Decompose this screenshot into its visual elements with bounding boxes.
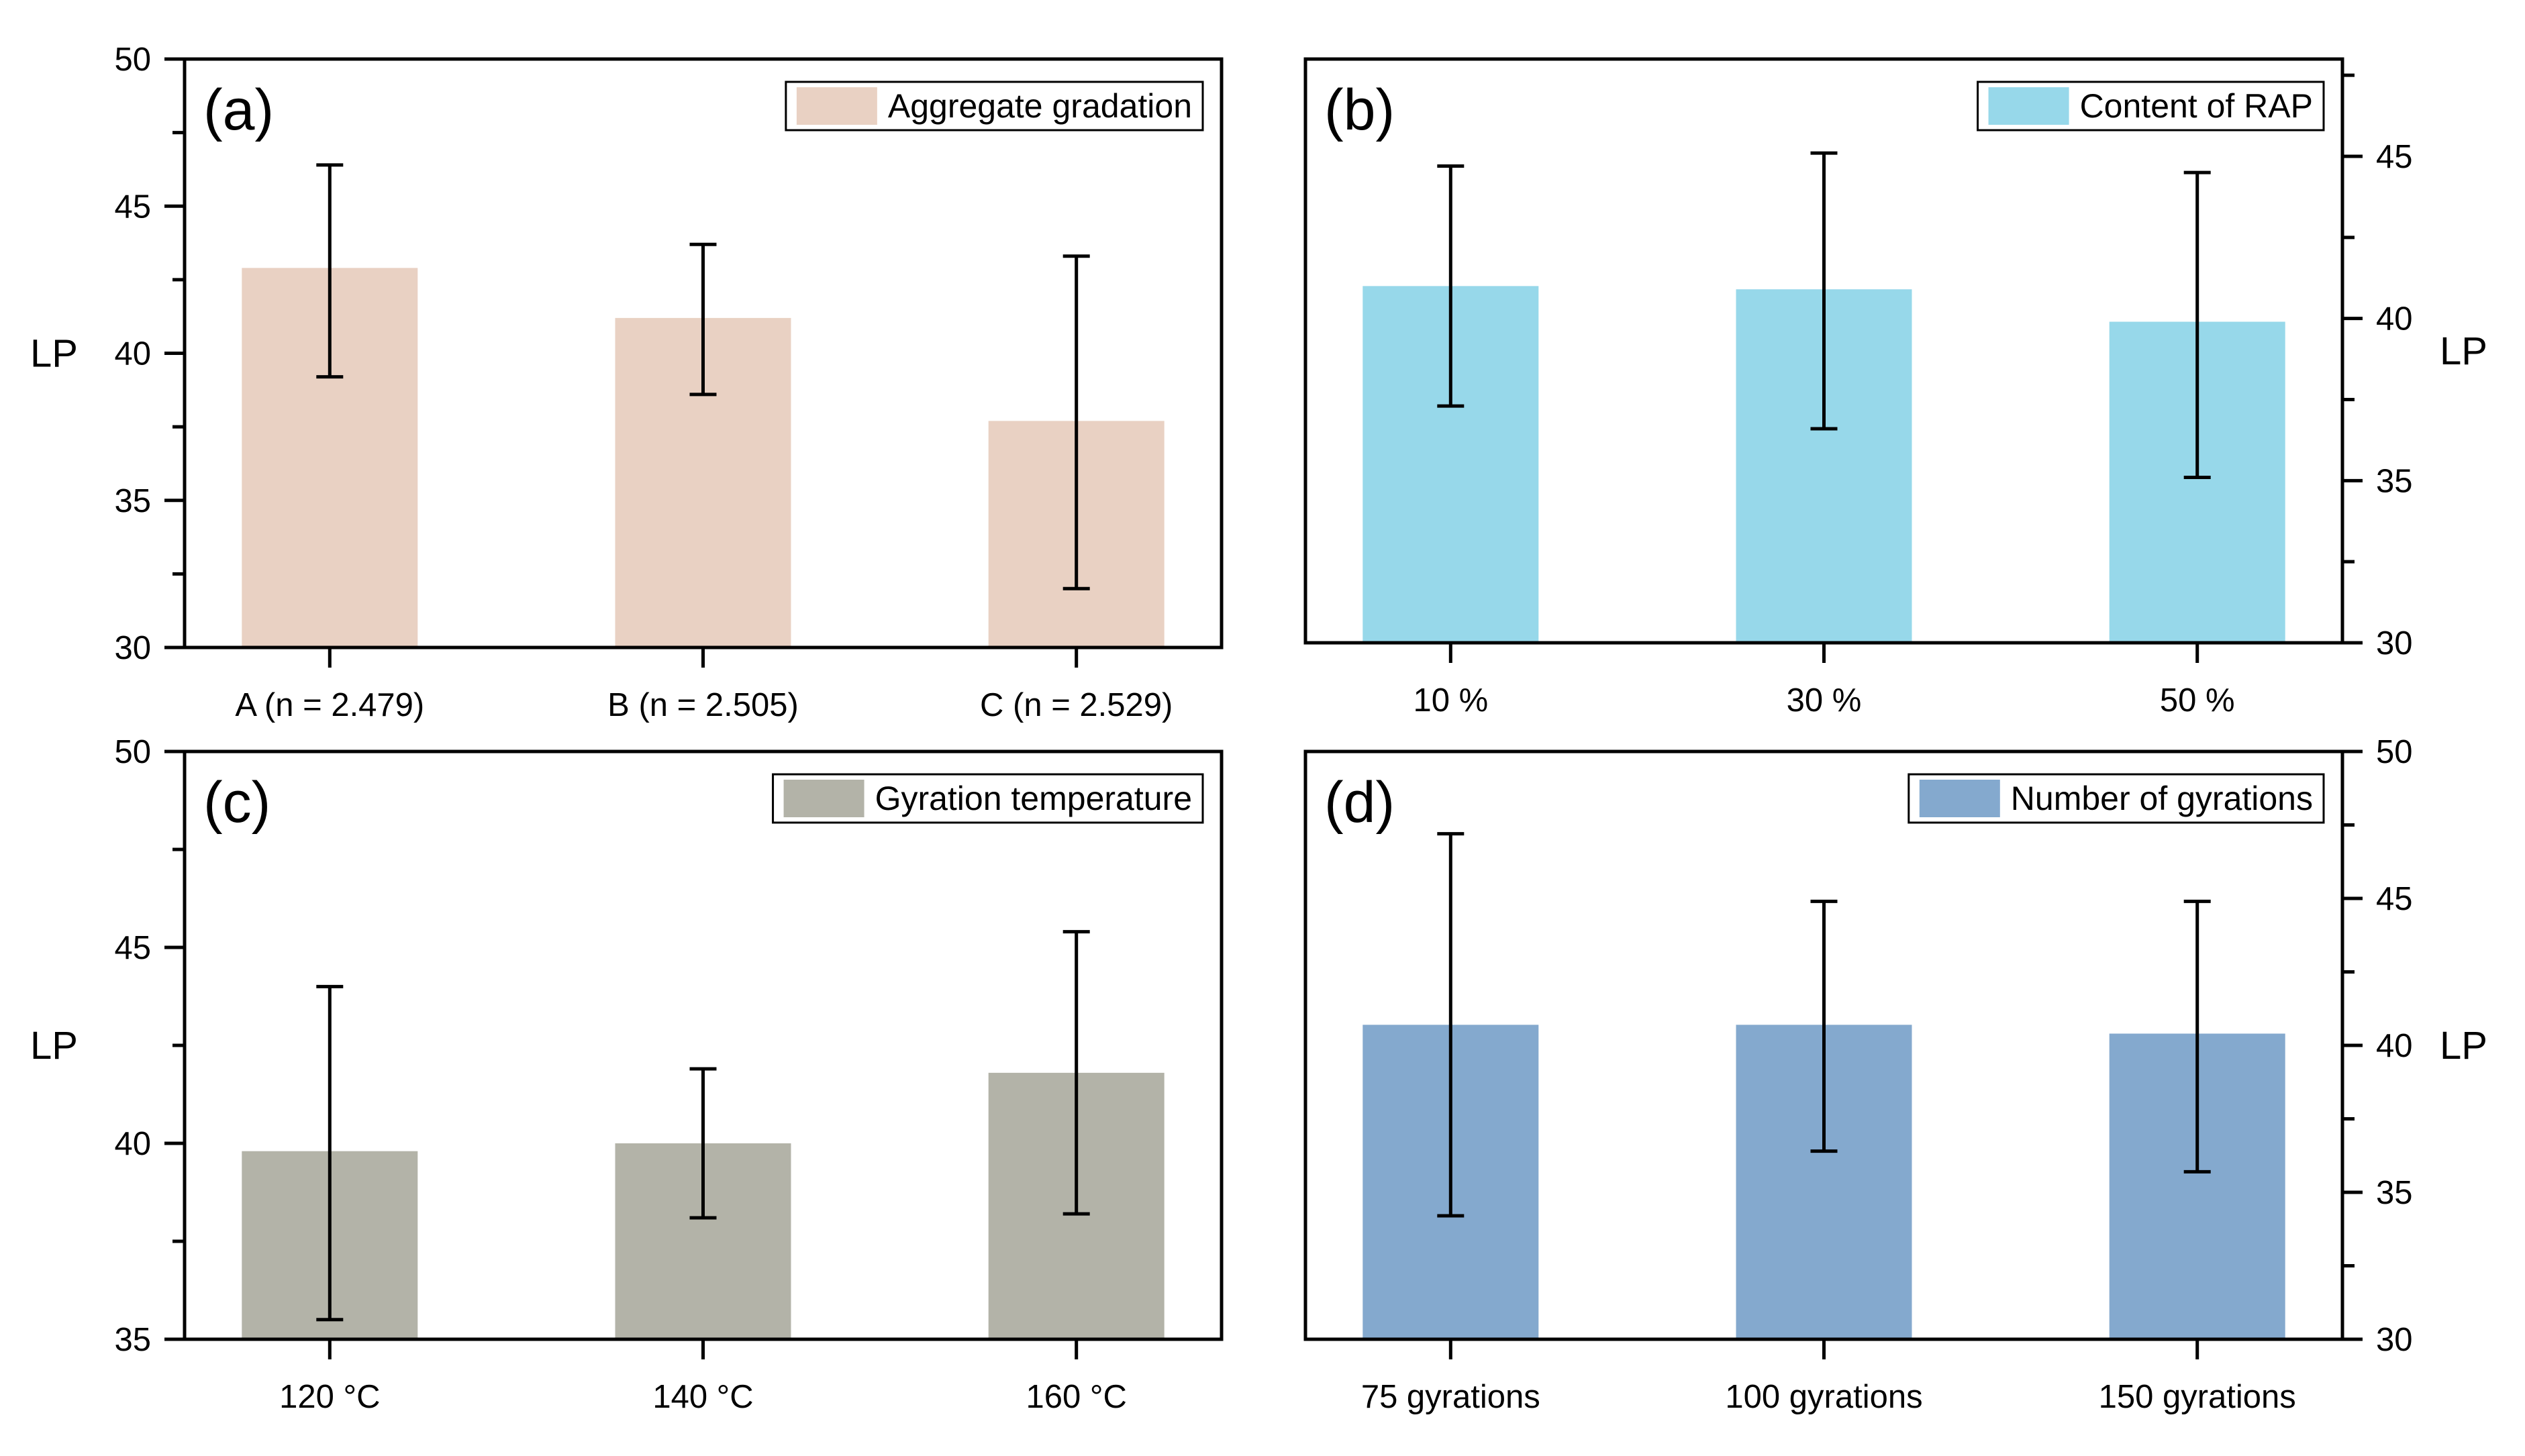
y-tick-label: 45 <box>114 189 151 225</box>
y-tick-label: 50 <box>114 42 151 78</box>
y-axis-label: LP <box>2440 1024 2487 1068</box>
legend-label: Content of RAP <box>2080 87 2313 125</box>
legend: Gyration temperature <box>772 773 1204 824</box>
y-axis-label: LP <box>30 1024 78 1068</box>
panel-label: (a) <box>203 78 274 142</box>
y-tick-label: 45 <box>2376 139 2413 175</box>
x-tick-label: B (n = 2.505) <box>607 687 799 723</box>
x-tick-label: 50 % <box>2160 682 2235 719</box>
legend-label: Aggregate gradation <box>888 87 1192 125</box>
panel-d: 30 35 40 45 50 75 gyrations 100 gyrations 150 g… <box>1303 734 2487 1415</box>
panel-label: (b) <box>1324 78 1395 142</box>
x-tick-label: 10 % <box>1413 682 1488 719</box>
x-tick-label: 100 gyrations <box>1725 1379 1922 1415</box>
y-axis-label: LP <box>30 332 78 376</box>
y-tick-label: 35 <box>114 1322 151 1358</box>
legend-swatch <box>1988 87 2069 125</box>
panel-label: (d) <box>1324 770 1395 835</box>
legend-swatch <box>1919 780 2000 817</box>
panel-c: 35 40 45 50 120 °C 140 °C 160 °C LP (c) Gyration … <box>30 734 1224 1415</box>
y-tick-label: 50 <box>114 734 151 770</box>
legend-label: Gyration temperature <box>875 780 1192 817</box>
legend: Content of RAP <box>1977 81 2325 132</box>
x-tick-label: C (n = 2.529) <box>980 687 1173 723</box>
y-tick-label: 30 <box>2376 625 2413 662</box>
y-tick-label: 30 <box>114 630 151 666</box>
legend: Aggregate gradation <box>785 81 1204 132</box>
panel-b: 30 35 40 45 10 % 30 % 50 % LP (b) Content of RAP <box>1303 57 2487 719</box>
y-tick-label: 35 <box>2376 463 2413 499</box>
x-tick-label: 150 gyrations <box>2099 1379 2296 1415</box>
x-tick-label: A (n = 2.479) <box>235 687 424 723</box>
y-tick-label: 40 <box>114 336 151 372</box>
x-tick-label: 75 gyrations <box>1361 1379 1540 1415</box>
x-tick-label: 30 % <box>1787 682 1862 719</box>
y-tick-label: 40 <box>2376 301 2413 337</box>
panel-label: (c) <box>203 770 270 835</box>
y-tick-label: 45 <box>114 930 151 966</box>
y-tick-label: 35 <box>2376 1175 2413 1211</box>
y-axis-label: LP <box>2440 329 2487 373</box>
legend: Number of gyrations <box>1908 773 2325 824</box>
y-tick-label: 35 <box>114 483 151 519</box>
y-tick-label: 30 <box>2376 1322 2413 1358</box>
y-tick-label: 50 <box>2376 734 2413 770</box>
legend-label: Number of gyrations <box>2011 780 2313 817</box>
legend-swatch <box>796 87 877 125</box>
x-tick-label: 120 °C <box>279 1379 380 1415</box>
y-tick-label: 40 <box>2376 1028 2413 1064</box>
x-tick-label: 140 °C <box>652 1379 753 1415</box>
x-tick-label: 160 °C <box>1026 1379 1127 1415</box>
legend-swatch <box>783 780 864 817</box>
panel-a: 30 35 40 45 50 A (n = 2.479) B (n = 2.505) C (n… <box>30 42 1224 723</box>
y-tick-label: 45 <box>2376 881 2413 917</box>
y-tick-label: 40 <box>114 1126 151 1162</box>
